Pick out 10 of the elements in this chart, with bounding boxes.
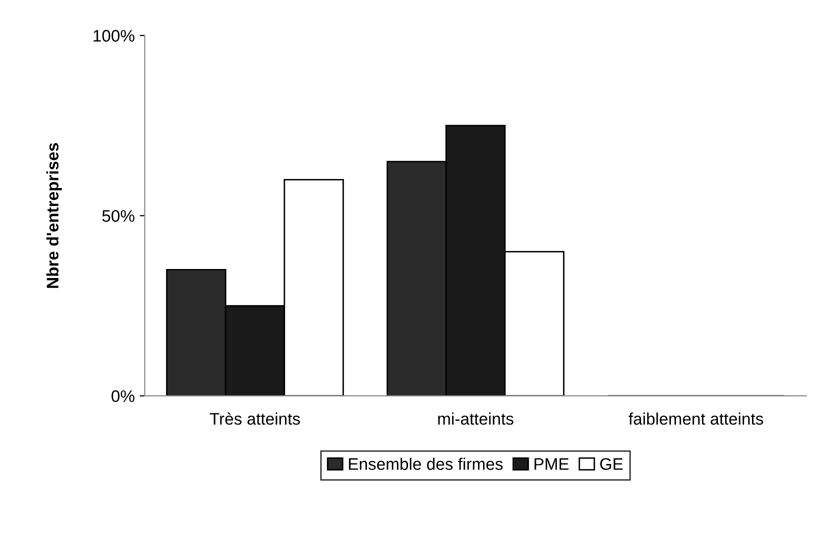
y-tick-label: 50% xyxy=(102,210,134,222)
y-tick-label: 100% xyxy=(94,30,134,42)
legend-label: Ensemble des firmes xyxy=(348,458,503,470)
legend-label: GE xyxy=(600,458,623,470)
y-tick-label: 0% xyxy=(112,390,134,402)
x-tick-label: Très atteints xyxy=(210,412,300,425)
legend-label: PME xyxy=(534,458,569,470)
y-axis-title: Nbre d'entreprises xyxy=(46,143,62,288)
x-tick-label: mi-atteints xyxy=(438,412,514,425)
x-tick-label: faiblement atteints xyxy=(628,412,764,425)
